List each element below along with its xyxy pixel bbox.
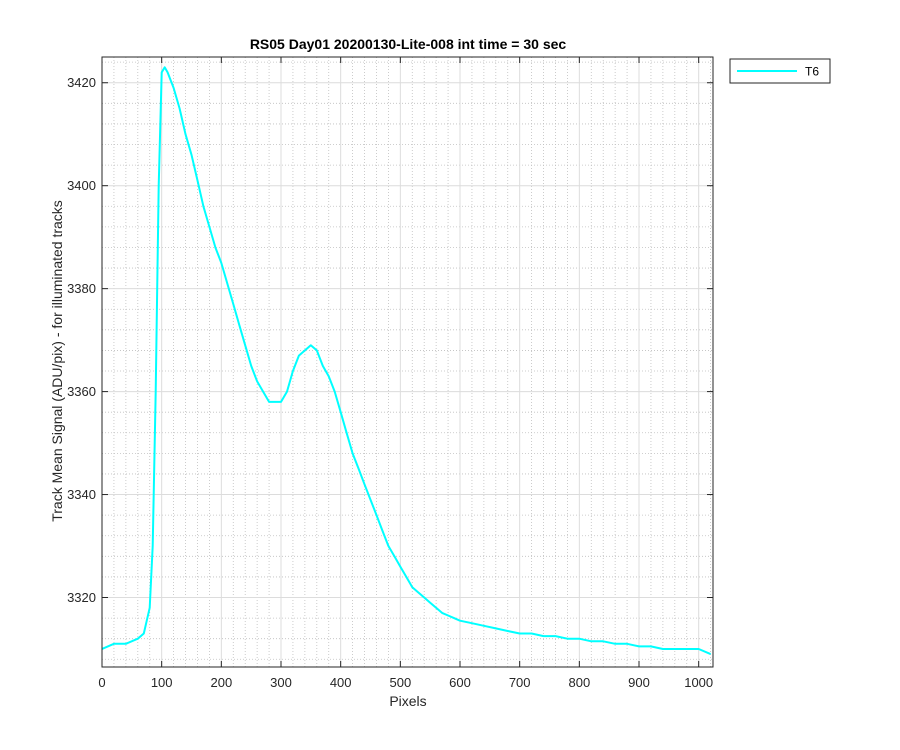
x-tick-label: 900	[628, 675, 650, 690]
y-tick-label: 3380	[67, 281, 96, 296]
chart-title: RS05 Day01 20200130-Lite-008 int time = …	[250, 36, 567, 52]
x-tick-label: 100	[151, 675, 173, 690]
x-tick-labels: 0 100 200 300 400 500 600 700 800 900 1000	[98, 675, 713, 690]
plot-frame	[101, 56, 714, 668]
y-tick-label: 3420	[67, 75, 96, 90]
x-tick-label: 500	[389, 675, 411, 690]
x-tick-label: 0	[98, 675, 105, 690]
series-line-t6	[102, 66, 711, 656]
legend[interactable]: T6	[729, 58, 831, 84]
x-axis-label: Pixels	[389, 693, 426, 709]
y-tick-label: 3360	[67, 384, 96, 399]
series-layer	[102, 66, 711, 656]
major-grid	[101, 57, 713, 667]
x-tick-label: 200	[210, 675, 232, 690]
plot-area	[102, 57, 713, 667]
y-axis-label: Track Mean Signal (ADU/pix) - for illumi…	[49, 200, 65, 522]
legend-label-t6: T6	[805, 65, 819, 79]
x-tick-label: 600	[449, 675, 471, 690]
x-tick-label: 1000	[684, 675, 713, 690]
x-tick-label: 300	[270, 675, 292, 690]
y-tick-label: 3340	[67, 487, 96, 502]
tick-marks	[101, 57, 713, 667]
x-tick-label: 400	[330, 675, 352, 690]
y-tick-label: 3400	[67, 178, 96, 193]
y-tick-label: 3320	[67, 590, 96, 605]
y-tick-labels: 3320 3340 3360 3380 3400 3420	[67, 75, 96, 605]
x-tick-label: 700	[509, 675, 531, 690]
x-tick-label: 800	[568, 675, 590, 690]
